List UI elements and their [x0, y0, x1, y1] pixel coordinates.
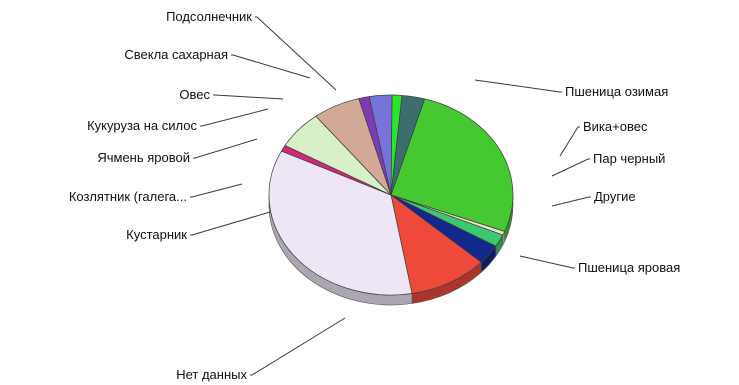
leader-line-пар-черный — [551, 158, 590, 177]
slice-label-вика-овес: Вика+овес — [583, 119, 648, 134]
slice-нет-данных[interactable] — [268, 150, 413, 296]
leader-line-вика-овес — [559, 126, 580, 157]
leader-line-кустарник — [190, 211, 271, 236]
slice-labels-layer: Пшеница озимая Вика+овес Пар черный Другие П… — [69, 9, 680, 382]
leader-line-пшеница-яровая — [519, 255, 575, 269]
slice-label-кустарник: Кустарник — [126, 227, 187, 242]
slice-пшеница-озимая[interactable] — [390, 98, 514, 232]
leader-line-свекла-сахарная — [231, 54, 311, 79]
leader-line-ячмень-яровой — [193, 138, 258, 159]
slice-label-пшеница-яровая: Пшеница яровая — [578, 260, 680, 275]
leader-line-овес — [213, 94, 284, 100]
slice-label-пар-черный: Пар черный — [593, 151, 665, 166]
leader-lines-layer — [190, 16, 591, 376]
slice-label-кукуруза-на-силос: Кукуруза на силос — [87, 118, 197, 133]
slice-label-козлятник-галега: Козлятник (галега... — [69, 189, 187, 204]
leader-line-козлятник-галега — [190, 183, 243, 198]
slice-label-подсолнечник: Подсолнечник — [166, 9, 252, 24]
slice-пшеница-яровая[interactable] — [390, 194, 482, 294]
leader-line-другие — [551, 196, 591, 207]
leader-line-нет-данных — [250, 317, 346, 376]
slice-label-свекла-сахарная: Свекла сахарная — [124, 47, 228, 62]
slice-label-пшеница-озимая: Пшеница озимая — [565, 84, 668, 99]
pie-slices-layer — [268, 94, 514, 296]
leader-line-пшеница-озимая — [474, 79, 562, 93]
slice-label-овес: Овес — [179, 87, 210, 102]
slice-подсолнечник[interactable] — [390, 95, 426, 196]
slice-label-другие: Другие — [594, 189, 636, 204]
slice-label-нет-данных: Нет данных — [176, 367, 247, 382]
leader-line-подсолнечник — [255, 16, 337, 91]
slice-label-ячмень-яровой: Ячмень яровой — [97, 150, 190, 165]
leader-line-кукуруза-на-силос — [200, 108, 269, 127]
